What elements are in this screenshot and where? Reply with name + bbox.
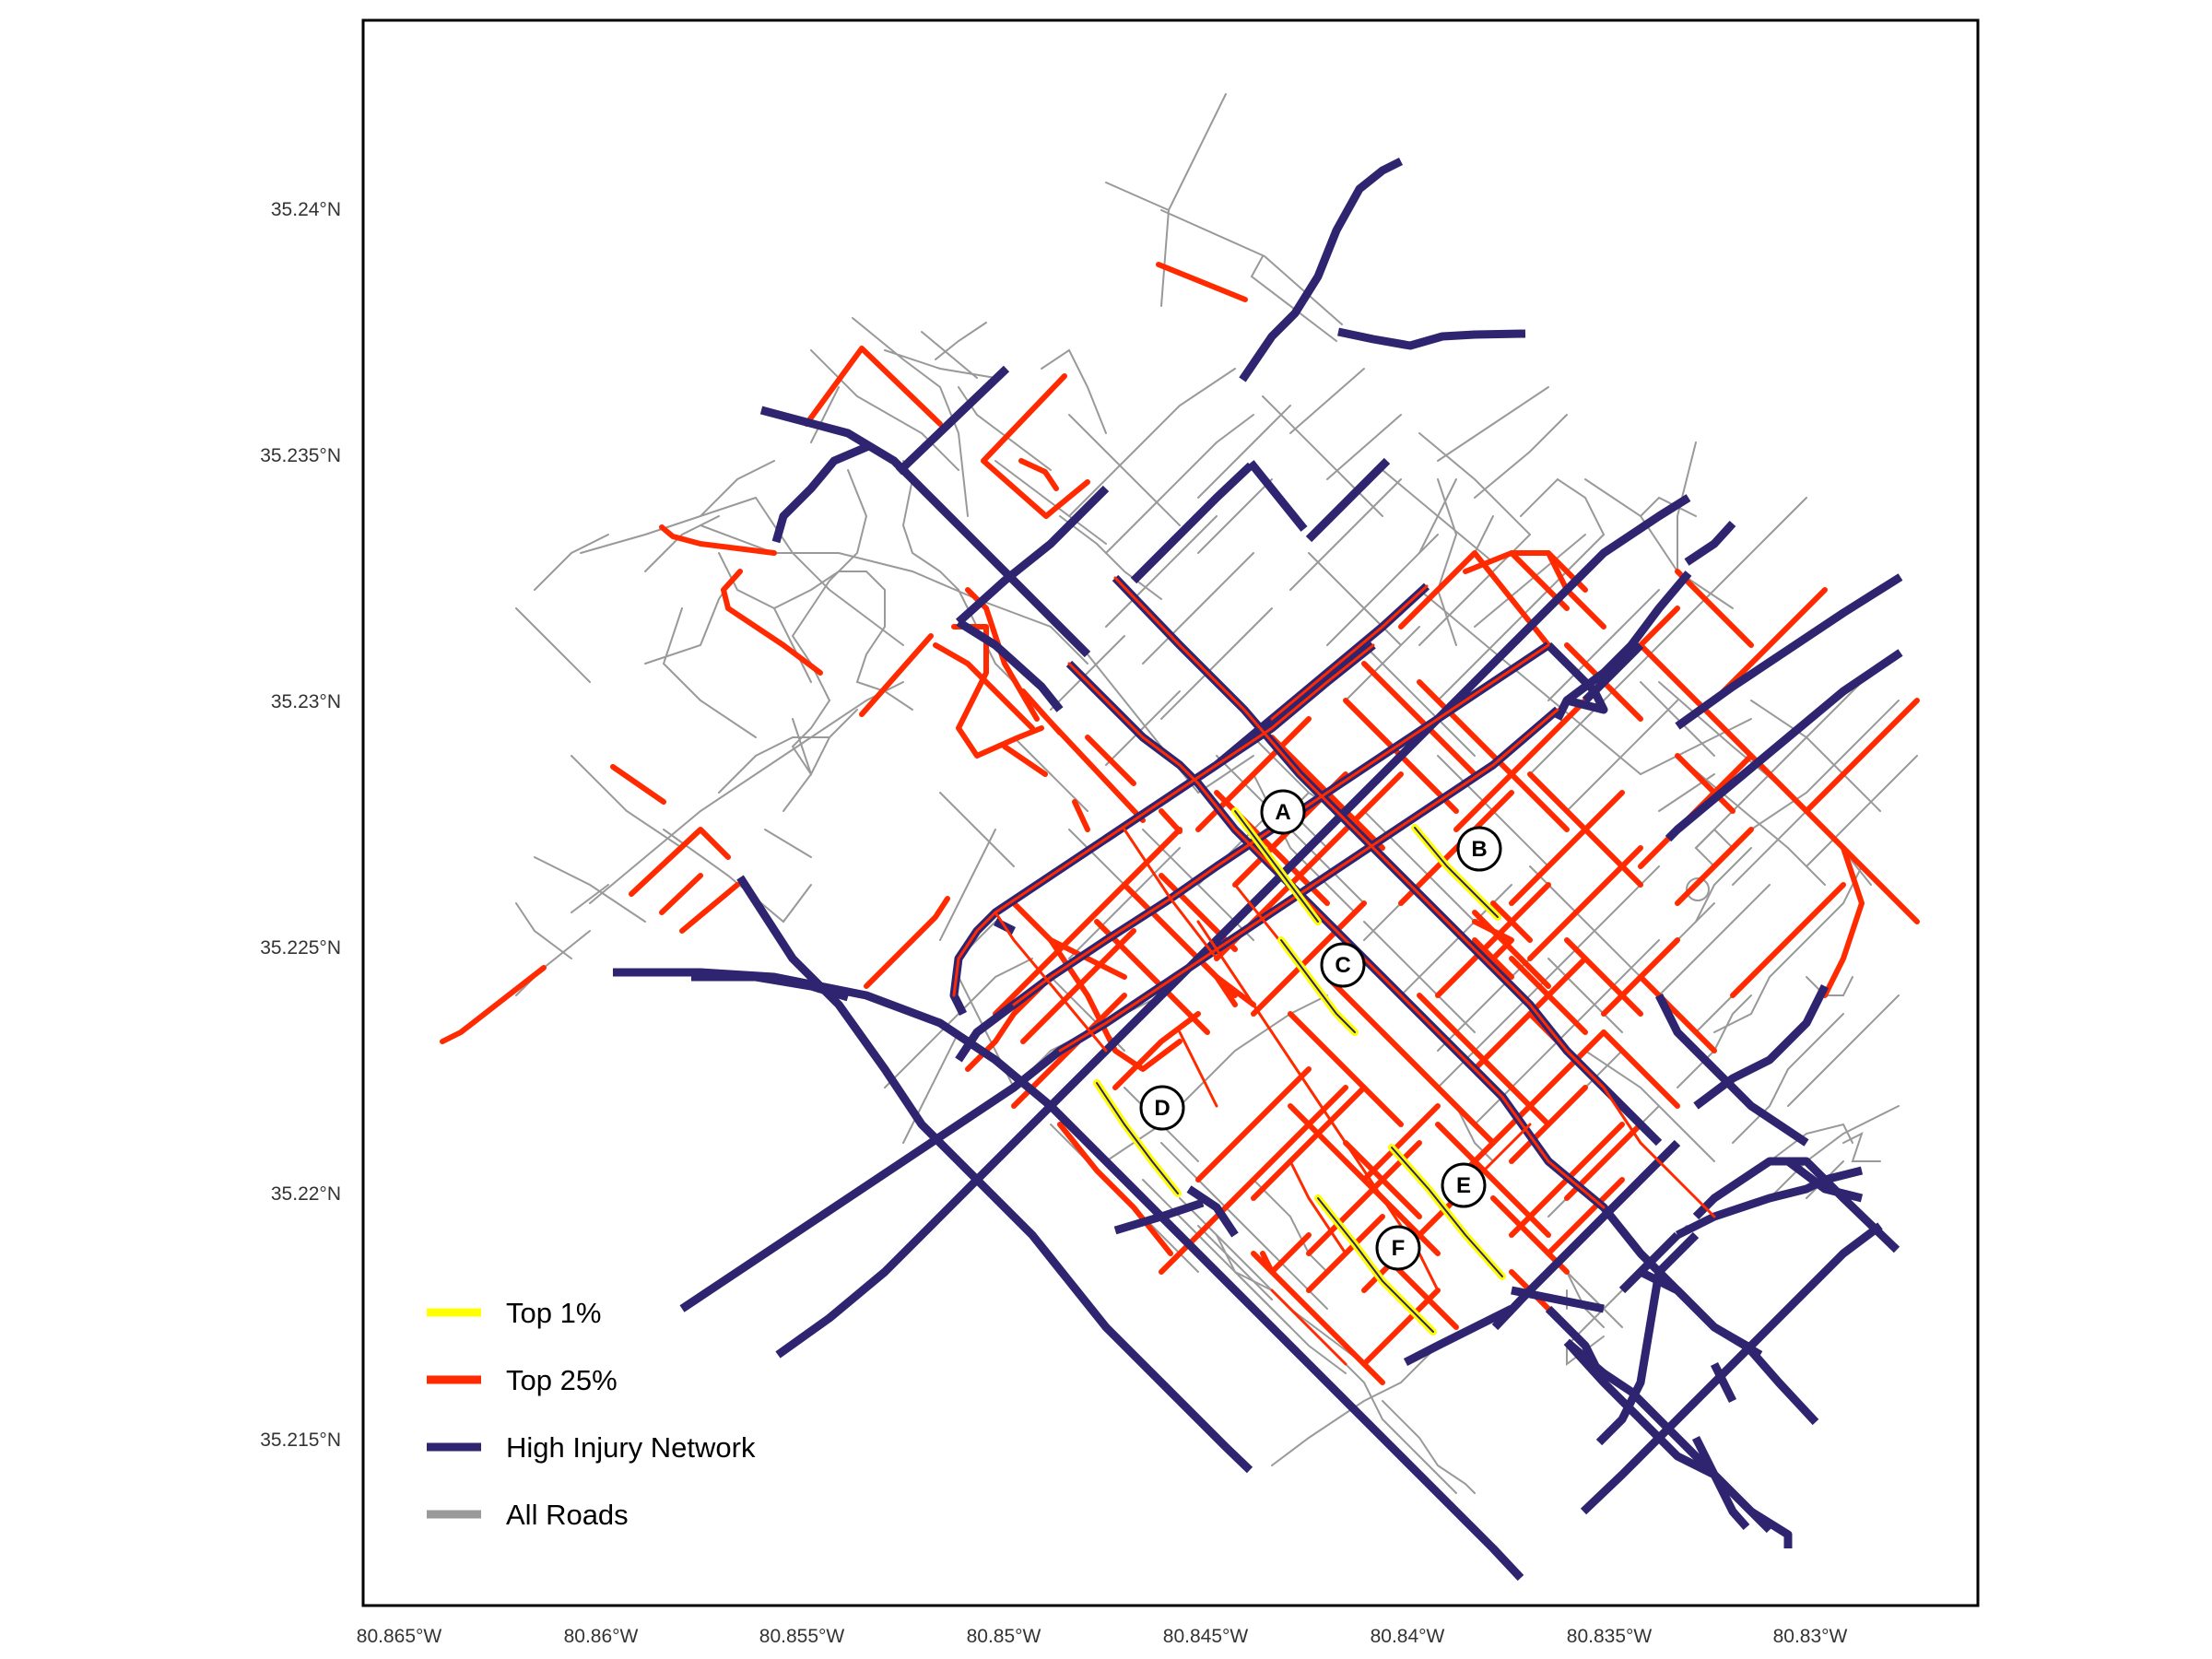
marker-circle (1260, 789, 1306, 835)
lon-tick-label: 80.86°W (564, 1626, 639, 1647)
marker-c[interactable]: C (1320, 942, 1366, 988)
lon-tick-label: 80.85°W (967, 1626, 1041, 1647)
legend-item: All Roads (427, 1499, 629, 1531)
latitude-axis: 35.24°N 35.235°N 35.23°N 35.225°N 35.22°N 35.… (260, 199, 341, 1451)
marker-d[interactable]: D (1139, 1085, 1185, 1131)
lon-tick-label: 80.83°W (1773, 1626, 1848, 1647)
legend-label: All Roads (506, 1499, 629, 1531)
marker-label: B (1471, 837, 1487, 862)
marker-label: A (1275, 800, 1290, 825)
marker-a[interactable]: A (1260, 789, 1306, 835)
marker-b[interactable]: B (1456, 826, 1502, 872)
lat-tick-label: 35.24°N (271, 199, 341, 220)
marker-e[interactable]: E (1441, 1162, 1487, 1208)
lon-tick-label: 80.835°W (1567, 1626, 1653, 1647)
legend-item: Top 1% (427, 1297, 601, 1329)
legend-label: High Injury Network (506, 1431, 756, 1464)
lat-tick-label: 35.225°N (260, 937, 341, 959)
lat-tick-label: 35.22°N (271, 1183, 341, 1205)
marker-label: F (1392, 1236, 1406, 1261)
all-roads-layer (515, 93, 1918, 1494)
lat-tick-label: 35.23°N (271, 691, 341, 712)
legend-label: Top 25% (506, 1364, 618, 1396)
markers-layer: A B C D E F (1139, 789, 1502, 1271)
marker-label: C (1335, 953, 1350, 978)
legend-item: Top 25% (427, 1364, 618, 1396)
marker-circle (1456, 826, 1502, 872)
lon-tick-label: 80.865°W (357, 1626, 442, 1647)
marker-circle (1375, 1225, 1421, 1271)
marker-circle (1441, 1162, 1487, 1208)
marker-circle (1139, 1085, 1185, 1131)
marker-label: D (1154, 1096, 1170, 1121)
marker-label: E (1456, 1173, 1471, 1198)
map-frame (361, 18, 1980, 1607)
lon-tick-label: 80.845°W (1163, 1626, 1249, 1647)
legend-label: Top 1% (506, 1297, 601, 1329)
lon-tick-label: 80.84°W (1371, 1626, 1445, 1647)
lat-tick-label: 35.235°N (260, 445, 341, 466)
longitude-axis: 80.865°W 80.86°W 80.855°W 80.85°W 80.845°W 80… (357, 1626, 1848, 1647)
legend-item: High Injury Network (427, 1431, 756, 1464)
top1-layer (1093, 807, 1506, 1335)
lat-tick-label: 35.215°N (260, 1430, 341, 1451)
lon-tick-label: 80.855°W (759, 1626, 845, 1647)
marker-f[interactable]: F (1375, 1225, 1421, 1271)
legend: Top 1% Top 25% High Injury Network All Road… (427, 1297, 756, 1531)
marker-circle (1320, 942, 1366, 988)
